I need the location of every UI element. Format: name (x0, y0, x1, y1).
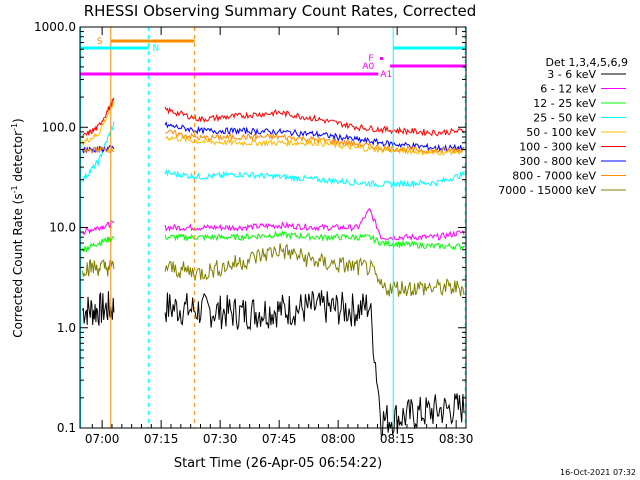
series-line (164, 290, 465, 436)
legend-label: 3 - 6 keV (547, 68, 596, 81)
series-line (82, 98, 115, 146)
legend-label: 25 - 50 keV (533, 112, 596, 125)
series-line (164, 121, 465, 152)
y-axis-label-group: Corrected Count Rate (s-1 detector-1) (10, 118, 25, 337)
y-tick-label: 10.0 (49, 221, 76, 235)
legend-label: 300 - 800 keV (519, 155, 596, 168)
x-tick-label: 08:15 (380, 432, 415, 446)
flag-label: A1 (380, 70, 392, 80)
series-line (82, 146, 115, 154)
legend-label: 50 - 100 keV (526, 126, 596, 139)
series-line (82, 291, 115, 326)
y-tick-label: 100.0 (42, 120, 76, 134)
legend-label: 800 - 7000 keV (512, 170, 596, 183)
y-tick-label: 0.1 (57, 421, 76, 435)
series-line (82, 236, 115, 253)
x-tick-label: 07:30 (203, 432, 238, 446)
x-tick-label: 08:30 (439, 432, 474, 446)
series-line (82, 97, 115, 139)
y-tick-label: 1000.0 (34, 20, 76, 34)
axes: 1000.0 100.0 10.0 1.0 0.1 07:00 07:15 07:30 07:4… (34, 20, 473, 446)
x-tick-label: 07:15 (144, 432, 179, 446)
series-line (82, 121, 115, 183)
flag-label: F (368, 54, 373, 64)
series-line (82, 259, 115, 278)
flag-label: S (97, 37, 103, 47)
y-tick-label: 1.0 (57, 321, 76, 335)
plot-area: S N FA0 A1 (80, 27, 466, 436)
series-line (164, 207, 465, 242)
series-line (164, 243, 465, 297)
series-line (82, 220, 115, 236)
x-tick-label: 07:00 (85, 432, 120, 446)
flag-label: N (153, 44, 160, 54)
series-line (164, 230, 465, 251)
plot-frame (79, 26, 467, 429)
series-line (164, 106, 465, 137)
chart-title: RHESSI Observing Summary Count Rates, Co… (84, 2, 477, 20)
y-axis-label: Corrected Count Rate (s-1 detector-1) (10, 118, 25, 337)
legend-label: 7000 - 15000 keV (498, 184, 596, 197)
legend-title: Det 1,3,4,5,6,9 (545, 56, 628, 69)
flag-label: A0 (362, 62, 374, 72)
x-tick-label: 08:00 (321, 432, 356, 446)
series-line (164, 168, 465, 189)
legend-label: 100 - 300 keV (519, 141, 596, 154)
legend-label: 6 - 12 keV (540, 83, 596, 96)
x-axis-label: Start Time (26-Apr-05 06:54:22) (174, 456, 382, 471)
timestamp: 16-Oct-2021 07:32 (560, 468, 636, 477)
legend-label: 12 - 25 keV (533, 97, 596, 110)
x-tick-label: 07:45 (262, 432, 297, 446)
series-line (165, 129, 465, 155)
flare-marker (379, 57, 383, 60)
